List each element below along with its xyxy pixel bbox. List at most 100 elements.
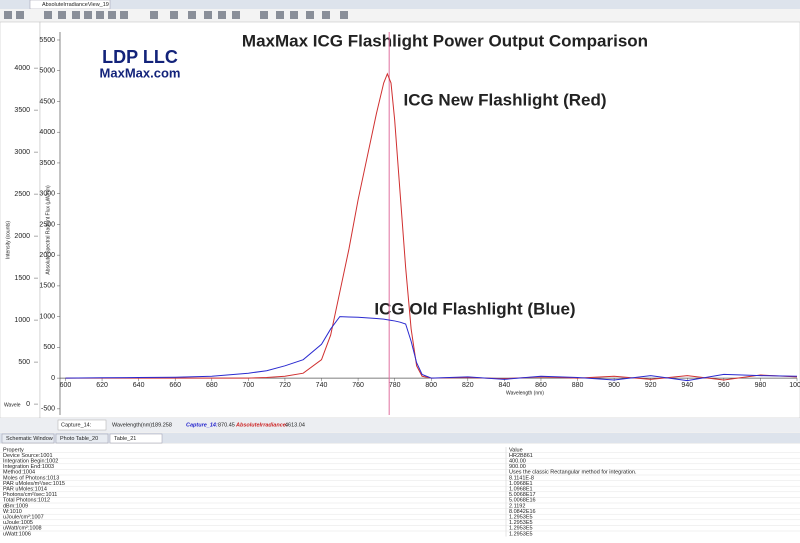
- tool-icon[interactable]: [290, 11, 298, 19]
- table-cell: Moles of Photons:1013: [3, 475, 59, 481]
- table-cell: 8.1141E-8: [509, 475, 534, 481]
- y-tick-label: 3000: [39, 191, 55, 198]
- cursor-series: Capture_14:: [186, 422, 218, 428]
- wavelength-value: 189.258: [152, 422, 172, 428]
- left-tick-label: 1500: [14, 275, 30, 282]
- table-cell: PAR uMoles/m²/sec:1015: [3, 481, 65, 487]
- left-tick-label: 3000: [14, 149, 30, 156]
- column-header: Property: [3, 447, 24, 453]
- tool-icon[interactable]: [170, 11, 178, 19]
- tool-icon[interactable]: [232, 11, 240, 19]
- capture-dropdown[interactable]: [57, 419, 107, 431]
- logo-url: MaxMax.com: [100, 65, 181, 80]
- annotation: ICG New Flashlight (Red): [403, 90, 606, 109]
- x-tick-label: 820: [462, 382, 474, 389]
- table-cell: uWatt:1006: [3, 531, 31, 537]
- table-cell: 1.2953E5: [509, 531, 533, 537]
- left-tick-label: 1000: [14, 317, 30, 324]
- x-tick-label: 700: [243, 382, 255, 389]
- logo-box: [90, 45, 190, 85]
- table-cell: 1.2953E5: [509, 514, 533, 520]
- bottom-tabs: [0, 433, 800, 443]
- left-tick-label: 2000: [14, 233, 30, 240]
- table-cell: 1.2953E5: [509, 526, 533, 532]
- x-tick-label: 780: [389, 382, 401, 389]
- tool-icon[interactable]: [188, 11, 196, 19]
- tool-icon[interactable]: [204, 11, 212, 19]
- table-cell: 5.0068E17: [509, 492, 536, 498]
- x-tick-label: 900: [608, 382, 620, 389]
- tab[interactable]: [55, 433, 109, 444]
- chart-panel: [39, 21, 800, 419]
- tool-icon[interactable]: [322, 11, 330, 19]
- left-y-label: Intensity (counts): [5, 221, 11, 259]
- tool-icon[interactable]: [72, 11, 80, 19]
- y-tick-label: 4000: [39, 129, 55, 136]
- left-tick-label: 500: [18, 359, 30, 366]
- tool-icon[interactable]: [260, 11, 268, 19]
- y-tick-label: 4500: [39, 98, 55, 105]
- left-tick-label: 0: [26, 401, 30, 408]
- y-tick-label: -500: [41, 406, 55, 413]
- tab[interactable]: [109, 433, 163, 444]
- table-cell: 1.2953E5: [509, 520, 533, 526]
- table-cell: uJoule/cm²:1007: [3, 514, 44, 520]
- tool-icon[interactable]: [108, 11, 116, 19]
- table-cell: HR2B861: [509, 453, 533, 459]
- tab[interactable]: [1, 433, 55, 444]
- table-cell: 8.0842E16: [509, 509, 536, 515]
- table-cell: 1.0968E1: [509, 486, 533, 492]
- tool-icon[interactable]: [4, 11, 12, 19]
- toolbar-icons: [4, 11, 348, 19]
- tool-icon[interactable]: [96, 11, 104, 19]
- tool-icon[interactable]: [44, 11, 52, 19]
- x-tick-label: 660: [169, 382, 181, 389]
- y-tick-label: 2500: [39, 221, 55, 228]
- table-cell: uWatt/cm²:1008: [3, 526, 42, 532]
- tab-label: Photo Table_20: [60, 436, 98, 442]
- tool-icon[interactable]: [276, 11, 284, 19]
- tool-icon[interactable]: [84, 11, 92, 19]
- table-cell: 900.00: [509, 464, 526, 470]
- tool-icon[interactable]: [150, 11, 158, 19]
- x-tick-label: 760: [352, 382, 364, 389]
- tab-label: Schematic Window: [6, 436, 53, 442]
- x-axis-label: Wavelength (nm): [506, 390, 544, 396]
- y-tick-label: 2000: [39, 252, 55, 259]
- left-tick-label: 4000: [14, 65, 30, 72]
- y-tick-label: 500: [43, 344, 55, 351]
- y-tick-label: 5500: [39, 37, 55, 44]
- y-tick-label: 0: [51, 375, 55, 382]
- table-cell: 2.1192: [509, 503, 525, 509]
- series-line: [65, 316, 798, 382]
- column-header: Value: [509, 447, 523, 453]
- x-tick-label: 620: [96, 382, 108, 389]
- x-tick-label: 880: [572, 382, 584, 389]
- cursor-measure: AbsoluteIrradiance:: [235, 422, 288, 428]
- cursor-x: 870.45: [218, 422, 235, 428]
- tool-icon[interactable]: [306, 11, 314, 19]
- tool-icon[interactable]: [120, 11, 128, 19]
- tool-icon[interactable]: [58, 11, 66, 19]
- table-cell: Method:1004: [3, 470, 35, 476]
- status-bar: [0, 418, 800, 432]
- doc-tab-label: AbsoluteIrradianceView_19: [42, 2, 109, 8]
- x-tick-label: 680: [206, 382, 218, 389]
- left-tick-label: 3500: [14, 107, 30, 114]
- x-tick-label: 860: [535, 382, 547, 389]
- x-tick-label: 960: [718, 382, 730, 389]
- tool-icon[interactable]: [16, 11, 24, 19]
- y-axis-label: Absolute Spectral Radiant Flux (µW/nm): [45, 185, 51, 275]
- table-panel: [0, 444, 800, 543]
- table-cell: Device Source:1001: [3, 453, 53, 459]
- x-tick-label: 840: [499, 382, 511, 389]
- tool-icon[interactable]: [218, 11, 226, 19]
- table-cell: Uses the classic Rectangular method for …: [509, 470, 637, 476]
- tool-icon[interactable]: [340, 11, 348, 19]
- chart-title: MaxMax ICG Flashlight Power Output Compa…: [242, 31, 648, 50]
- table-cell: 5.0068E16: [509, 498, 536, 504]
- toolbar: [0, 9, 800, 22]
- table-cell: 400.00: [509, 458, 526, 464]
